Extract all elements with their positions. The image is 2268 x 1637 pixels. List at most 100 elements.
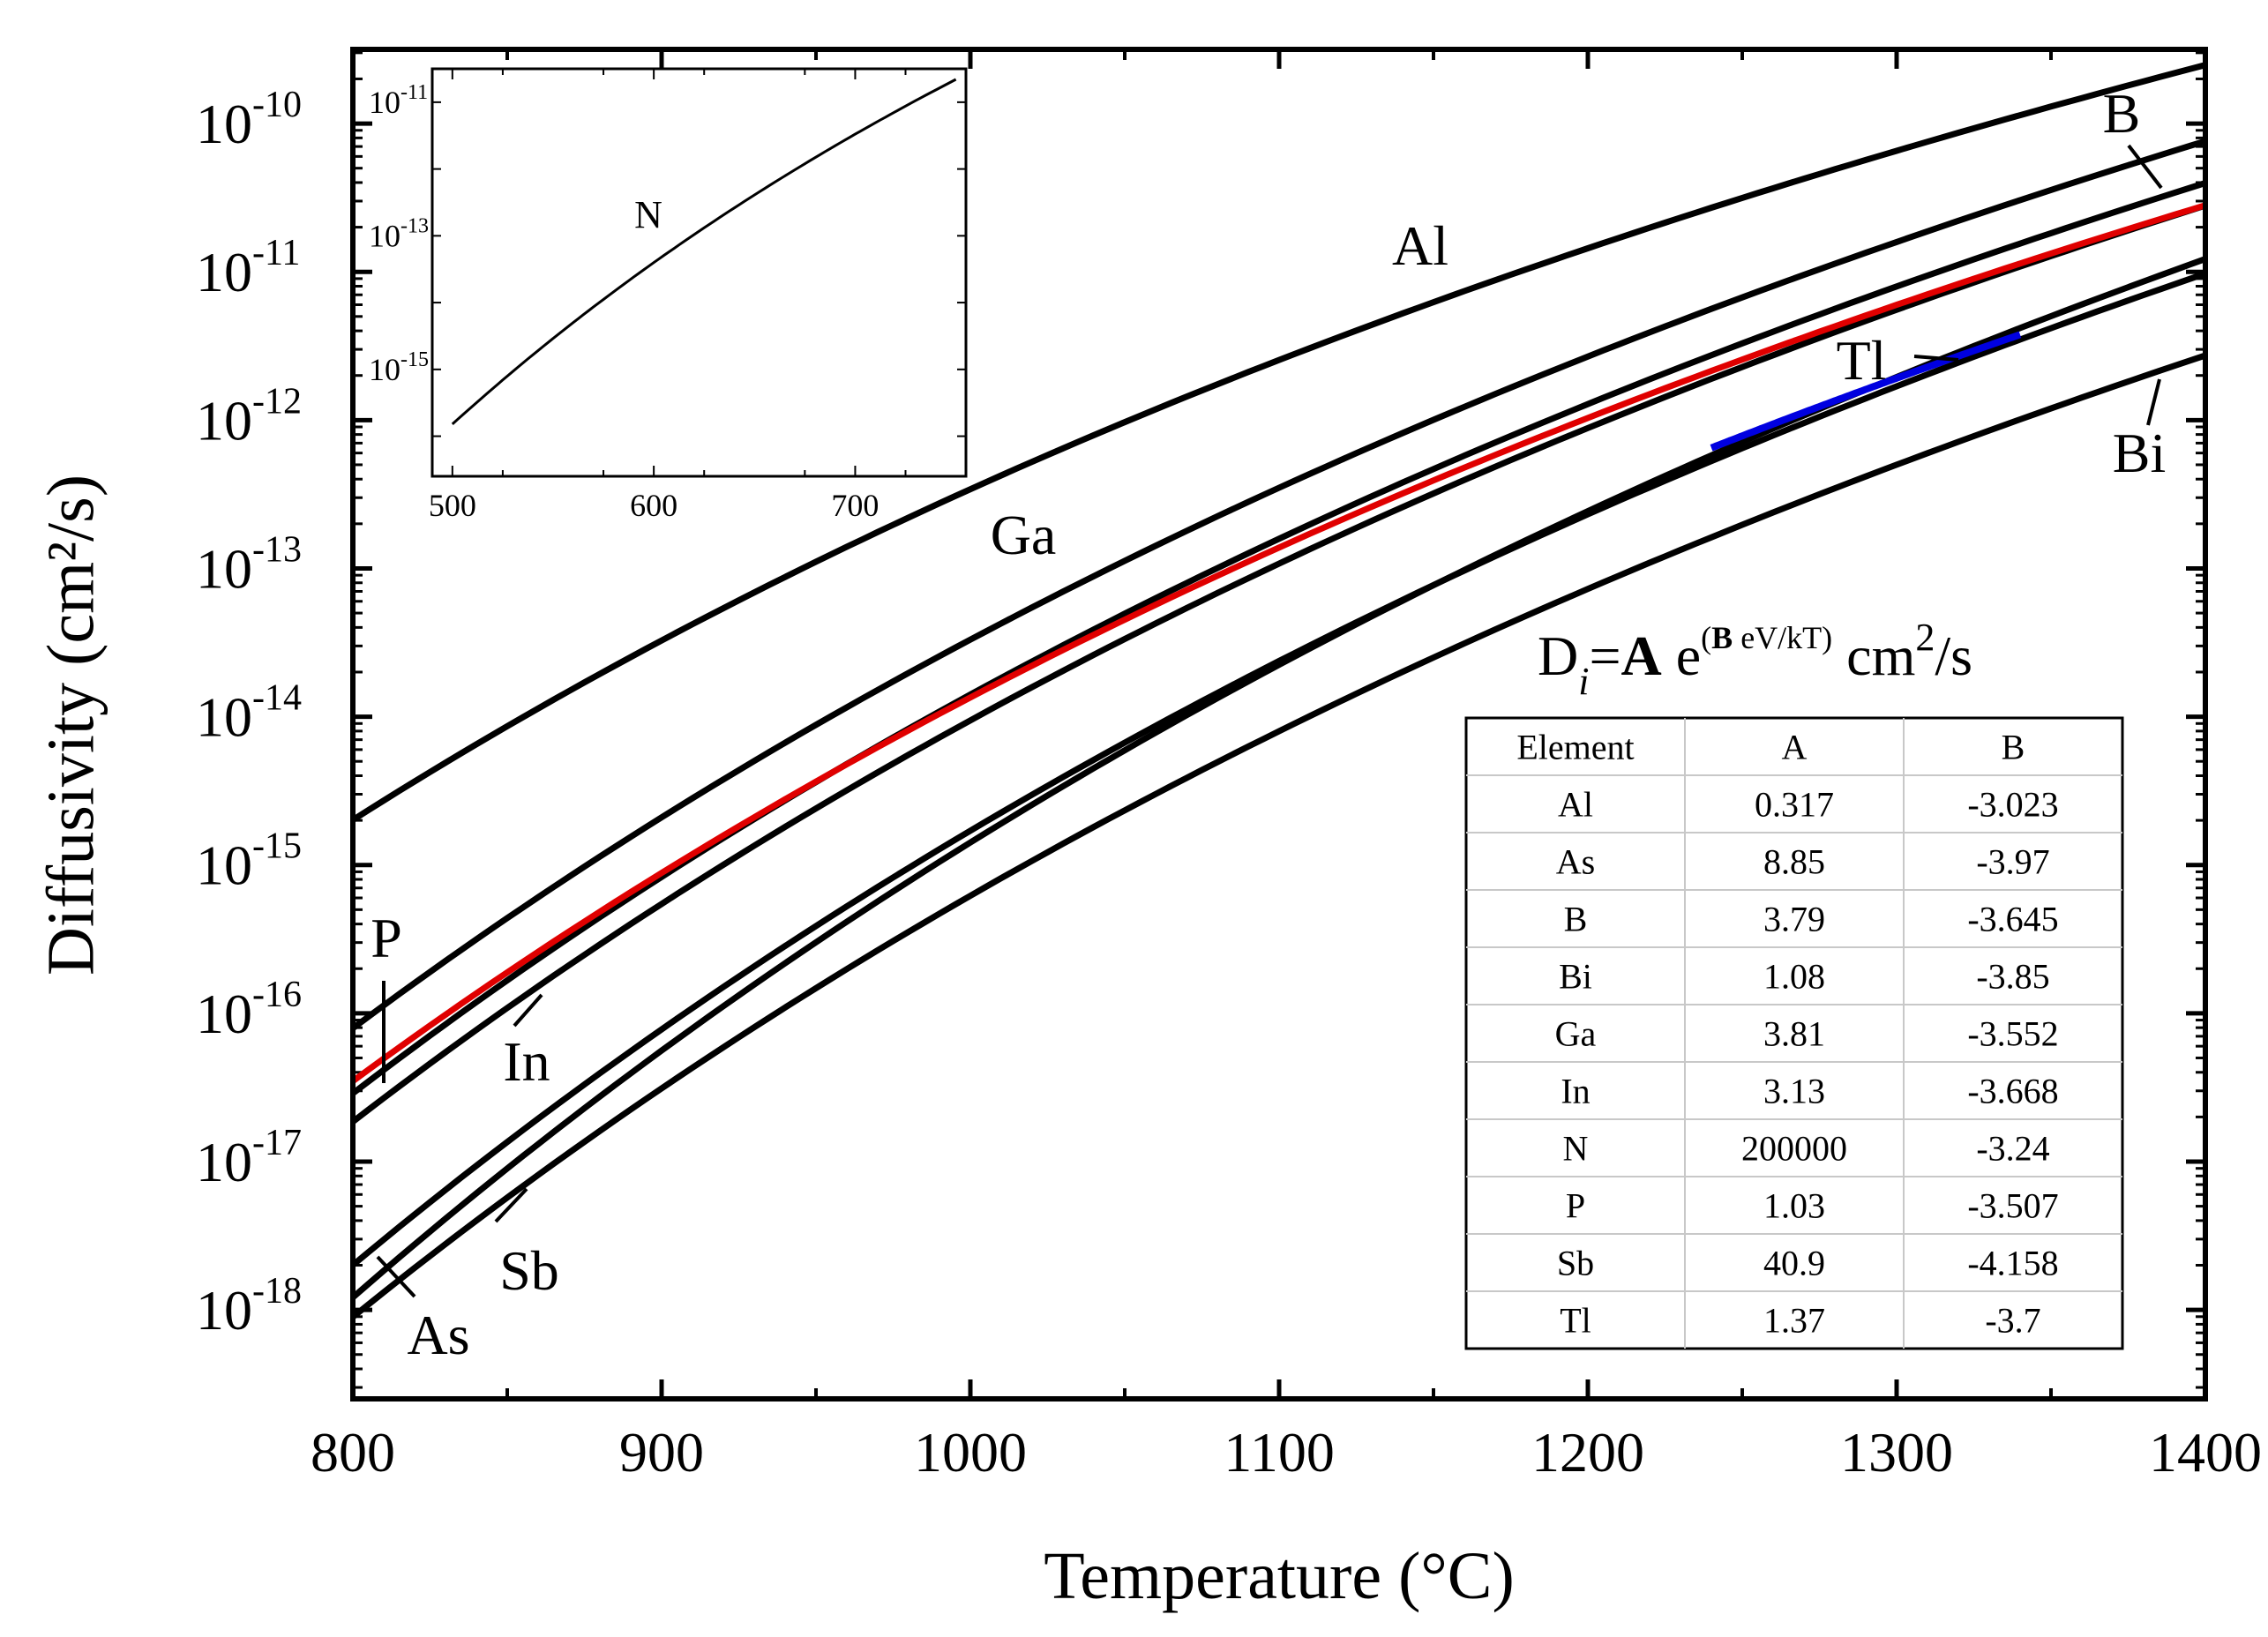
table-cell: Bi (1559, 957, 1592, 997)
y-tick-label: 10-14 (196, 678, 302, 749)
y-tick-base: 10 (196, 1279, 252, 1342)
curve-label-ga: Ga (991, 504, 1057, 566)
parameter-table: Element A B Al 0.317 -3.023 As 8.85 -3.97 B 3.79 -3… (1464, 716, 2124, 1350)
table-header-cell: Element (1516, 728, 1634, 767)
label-leader-line (494, 1187, 528, 1223)
table-cell: N (1563, 1129, 1589, 1169)
series-line-as (350, 270, 2207, 1267)
curve-label-p: P (371, 907, 402, 969)
y-tick-base: 10 (196, 389, 252, 452)
y-tick-label: 10-17 (196, 1123, 302, 1193)
table-cell: P (1566, 1186, 1585, 1226)
y-tick-label: 10-13 (196, 529, 302, 600)
formula-equals: = (1589, 624, 1621, 687)
table-cell: 3.81 (1763, 1014, 1825, 1054)
curve-label-in: In (503, 1030, 550, 1093)
table-cell: In (1561, 1072, 1590, 1111)
table-cell: As (1556, 842, 1595, 882)
label-leader-line (2146, 378, 2161, 426)
label-leader-line (1913, 355, 1959, 362)
inset-y-tick-label: 10-15 (369, 348, 429, 387)
table-cell: -3.24 (1976, 1129, 2049, 1169)
series-line-p (350, 202, 2207, 1084)
table-cell: Sb (1557, 1244, 1594, 1283)
formula-unit-sup: 2 (1915, 616, 1935, 659)
series-line-ga (350, 138, 2207, 1031)
table-cell: 0.317 (1755, 785, 1834, 825)
table-cell: -3.023 (1967, 785, 2058, 825)
series-curves (350, 62, 2207, 1319)
table-cell: 1.37 (1763, 1301, 1825, 1341)
formula-paren: ( (1701, 620, 1711, 655)
table-cell: 3.79 (1763, 900, 1825, 939)
inset-x-tick-label: 500 (429, 488, 476, 523)
y-tick-exponent: -14 (252, 678, 302, 719)
y-axis-title: Diffusivity (cm²/s) (34, 475, 108, 975)
table-cell: 3.13 (1763, 1072, 1825, 1111)
formula-subscript: i (1578, 660, 1589, 703)
y-tick-label: 10-12 (196, 381, 302, 452)
y-tick-exponent: -11 (252, 233, 300, 273)
x-tick-label: 1200 (1531, 1421, 1644, 1484)
inset-x-tick-label: 600 (630, 488, 677, 523)
table-cell: 8.85 (1763, 842, 1825, 882)
curve-label-as: As (407, 1304, 469, 1366)
formula-unit-end: /s (1935, 624, 1972, 687)
curve-label-bi: Bi (2113, 422, 2166, 484)
table-cell: Ga (1555, 1014, 1597, 1054)
curve-labels: Al Ga B Tl Bi P In Sb As (371, 82, 2166, 1366)
formula-e: e (1662, 624, 1701, 687)
series-line-b (350, 180, 2207, 1096)
y-tick-base: 10 (196, 1131, 252, 1193)
inset-curve-label-n: N (634, 193, 662, 236)
table-cell: Tl (1560, 1301, 1591, 1341)
plot-area-frame (350, 47, 2208, 1402)
y-tick-base: 10 (196, 686, 252, 749)
curve-label-tl: Tl (1837, 329, 1887, 392)
x-tick-label: 900 (619, 1421, 704, 1484)
y-tick-label: 10-18 (196, 1271, 302, 1342)
x-tick-label: 800 (311, 1421, 395, 1484)
y-tick-exponent: -15 (252, 826, 302, 867)
table-cell: -4.158 (1967, 1244, 2058, 1283)
curve-label-al: Al (1392, 214, 1448, 277)
formula-d: D (1538, 624, 1578, 687)
y-tick-label: 10-16 (196, 975, 302, 1045)
table-cell: -3.85 (1976, 957, 2049, 997)
formula-a: A (1621, 624, 1662, 687)
formula-unit: cm (1832, 624, 1915, 687)
y-tick-exponent: -18 (252, 1271, 302, 1312)
series-line-al (351, 62, 2206, 823)
x-tick-label: 1300 (1840, 1421, 1953, 1484)
y-axis-title-text: Diffusivity (cm²/s) (34, 475, 108, 975)
series-line-in (350, 202, 2207, 1125)
table-cell: -3.645 (1967, 900, 2058, 939)
table-header-cell: B (2002, 728, 2025, 767)
table-cell: -3.668 (1967, 1072, 2058, 1111)
y-tick-exponent: -17 (252, 1123, 302, 1163)
formula-ev: eV/kT) (1733, 620, 1832, 655)
x-tick-label: 1100 (1224, 1421, 1335, 1484)
y-tick-exponent: -13 (252, 529, 302, 570)
table-cell: 1.03 (1763, 1186, 1825, 1226)
y-tick-exponent: -12 (252, 381, 302, 422)
table-header-cell: A (1782, 728, 1808, 767)
series-line-bi (350, 352, 2207, 1319)
table-cell: B (1564, 900, 1588, 939)
y-tick-label: 10-10 (196, 85, 302, 155)
y-tick-label: 10-15 (196, 826, 302, 897)
table-cell: 1.08 (1763, 957, 1825, 997)
label-leader-line (513, 993, 543, 1028)
inset-y-tick-label: 10-13 (369, 214, 429, 253)
y-tick-base: 10 (196, 983, 252, 1045)
table-cell: -3.507 (1967, 1186, 2058, 1226)
y-tick-base: 10 (196, 93, 252, 155)
y-tick-base: 10 (196, 241, 252, 303)
table-frame (1464, 716, 2124, 1350)
series-line-tl (1710, 331, 2022, 452)
y-tick-exponent: -16 (252, 975, 302, 1015)
inset-y-tick-label: 10-11 (369, 81, 428, 120)
y-tick-exponent: -10 (252, 85, 302, 125)
label-leader-line (376, 1255, 416, 1298)
